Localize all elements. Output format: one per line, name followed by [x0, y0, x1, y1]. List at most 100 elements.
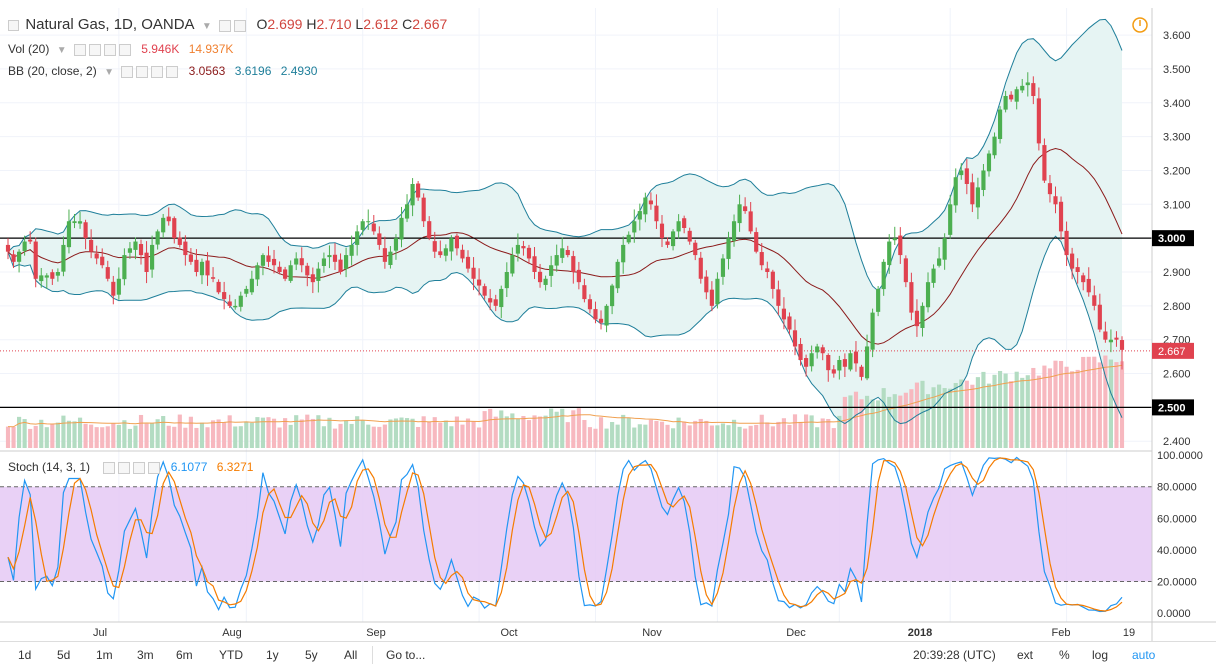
ext-toggle[interactable]: ext [1017, 648, 1034, 662]
candle-body [1064, 230, 1069, 256]
volume-bar [731, 419, 737, 448]
log-toggle[interactable]: log [1092, 648, 1109, 662]
candle-body [327, 255, 332, 258]
bb-eye-icon[interactable] [136, 65, 149, 78]
candle-body [205, 260, 210, 276]
chevron-down-icon[interactable]: ▼ [56, 45, 67, 56]
candle-body [543, 278, 548, 285]
volume-bar [748, 425, 753, 448]
range-1y[interactable]: 1y [266, 648, 279, 662]
volume-bar [227, 415, 232, 448]
volume-bar [1036, 375, 1041, 448]
candle-body [427, 221, 432, 239]
stoch-eye-icon[interactable] [118, 461, 131, 474]
range-ytd[interactable]: YTD [219, 648, 243, 662]
bb-close-icon[interactable] [166, 65, 179, 78]
volume-bar [997, 370, 1003, 448]
candle-body [953, 177, 958, 206]
candle-body [648, 200, 653, 205]
volume-bar [887, 396, 892, 448]
collapse-icon[interactable] [8, 20, 19, 32]
candle-body [604, 305, 609, 326]
volume-bar [881, 388, 886, 448]
volume-bar [404, 418, 410, 448]
volume-bar [648, 419, 653, 448]
stoch-close-icon[interactable] [148, 461, 161, 474]
bb-name[interactable]: BB (20, close, 2) [8, 64, 97, 78]
candle-body [260, 255, 266, 266]
symbol-title[interactable]: Natural Gas, 1D, OANDA [25, 16, 195, 33]
volume-bar [526, 420, 532, 448]
candle-body [443, 248, 448, 256]
settings-icon[interactable] [219, 19, 232, 32]
candle-body [665, 241, 670, 245]
volume-bar [726, 425, 731, 448]
vol-add-icon[interactable] [103, 43, 116, 56]
volume-bar [399, 417, 404, 448]
volume-bar [1081, 356, 1086, 448]
range-all[interactable]: All [344, 648, 358, 662]
candle-body [598, 318, 604, 323]
candle-body [759, 252, 764, 266]
candle-body [150, 244, 155, 270]
volume-bar [815, 427, 820, 448]
alert-clock-icon[interactable] [1132, 17, 1148, 33]
candle-body [1020, 85, 1025, 91]
chevron-down-icon[interactable]: ▼ [201, 21, 212, 32]
time-tick-label: Jul [93, 627, 107, 639]
candle-body [194, 259, 199, 272]
visibility-icon[interactable] [234, 19, 247, 32]
volume-bar [449, 426, 454, 448]
volume-bar [199, 422, 205, 448]
volume-bar [931, 387, 936, 448]
volume-bar [39, 419, 44, 448]
candle-body [820, 347, 825, 354]
candle-body [898, 235, 903, 256]
candle-body [975, 187, 980, 208]
candle-body [377, 233, 382, 245]
vol-eye-icon[interactable] [88, 43, 101, 56]
bb-add-icon[interactable] [151, 65, 164, 78]
volume-bar [210, 420, 216, 448]
vol-settings-icon[interactable] [73, 43, 86, 56]
volume-bar [593, 428, 598, 448]
range-1d[interactable]: 1d [18, 648, 32, 662]
candle-body [698, 257, 703, 279]
candle-body [887, 241, 892, 266]
volume-bar [870, 399, 875, 448]
candle-body [111, 281, 116, 296]
high-label: H [306, 16, 317, 32]
stoch-settings-icon[interactable] [103, 461, 116, 474]
clock-time[interactable]: 20:39:28 (UTC) [913, 648, 996, 662]
volume-bar [477, 427, 482, 448]
candle-body [554, 255, 559, 266]
range-5d[interactable]: 5d [57, 648, 71, 662]
percent-toggle[interactable]: % [1059, 648, 1070, 662]
auto-toggle[interactable]: auto [1132, 648, 1156, 662]
vol-close-icon[interactable] [118, 43, 131, 56]
candle-body [388, 251, 393, 265]
vol-name[interactable]: Vol (20) [8, 42, 50, 56]
candle-body [166, 216, 171, 222]
volume-bar [288, 424, 293, 448]
volume-bar [443, 420, 448, 448]
stoch-add-icon[interactable] [133, 461, 146, 474]
candle-body [238, 295, 243, 307]
candle-body [471, 267, 476, 279]
candle-body [188, 254, 193, 262]
goto-button[interactable]: Go to... [386, 648, 426, 662]
range-6m[interactable]: 6m [176, 648, 193, 662]
range-3m[interactable]: 3m [137, 648, 154, 662]
bb-settings-icon[interactable] [121, 65, 134, 78]
chevron-down-icon[interactable]: ▼ [104, 67, 114, 78]
stoch-name[interactable]: Stoch (14, 3, 1) [8, 460, 91, 474]
candle-body [421, 197, 426, 222]
range-5y[interactable]: 5y [305, 648, 318, 662]
range-1m[interactable]: 1m [96, 648, 113, 662]
stoch-k-line [7, 456, 1123, 613]
candle-body [787, 316, 792, 330]
candle-body [1092, 295, 1097, 306]
volume-bar [17, 416, 22, 448]
volume-bar [876, 400, 881, 448]
